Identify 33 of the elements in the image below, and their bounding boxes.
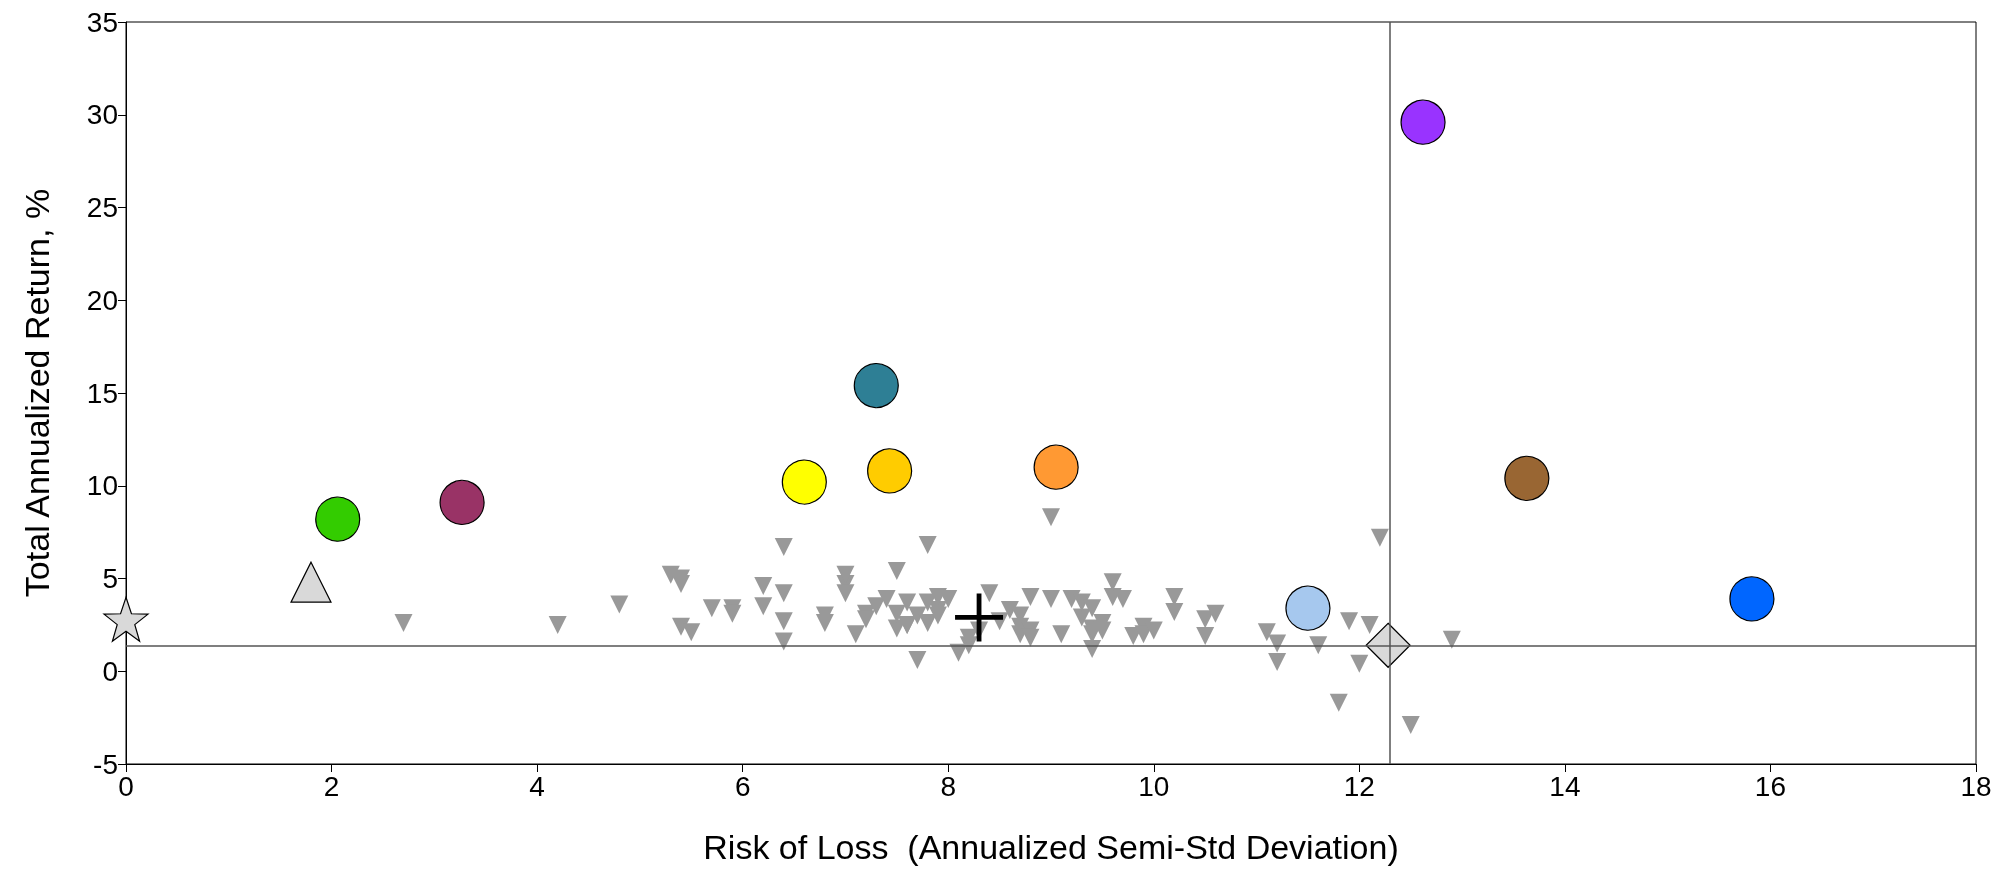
point	[781, 459, 827, 505]
x-tick-label: 8	[940, 770, 957, 802]
y-axis-title: Total Annualized Return, %	[18, 188, 56, 598]
point	[1285, 585, 1331, 631]
point	[439, 479, 485, 526]
x-tick-label: 12	[1343, 770, 1375, 802]
point	[1400, 99, 1446, 145]
y-tick-label: 5	[102, 563, 118, 594]
x-tick-label: 14	[1549, 770, 1581, 802]
y-tick-label: 30	[86, 99, 118, 131]
y-tick-label: 25	[86, 192, 118, 223]
x-tick-label: 16	[1754, 770, 1787, 802]
y-tick-label: 10	[86, 470, 118, 502]
point	[867, 448, 913, 494]
y-tick-label: -5	[93, 748, 118, 780]
x-tick-label: 2	[323, 770, 340, 802]
x-tick-label: 4	[529, 770, 545, 802]
x-tick-label: 18	[1960, 770, 1992, 802]
point	[103, 596, 149, 642]
y-tick-label: 15	[86, 377, 118, 409]
point	[1504, 455, 1550, 501]
point	[290, 561, 332, 603]
y-tick-label: 20	[86, 284, 118, 316]
y-tick-label: 35	[86, 6, 118, 38]
point	[1729, 576, 1775, 622]
x-tick-label: 6	[734, 770, 751, 802]
x-axis-title: Risk of Loss (Annualized Semi-Std Deviation)	[703, 828, 1399, 866]
x-tick-label: 10	[1138, 770, 1170, 802]
point	[955, 593, 1004, 642]
y-tick-label: 0	[102, 655, 118, 687]
point	[315, 496, 361, 542]
point	[1033, 444, 1079, 490]
point	[853, 362, 899, 409]
